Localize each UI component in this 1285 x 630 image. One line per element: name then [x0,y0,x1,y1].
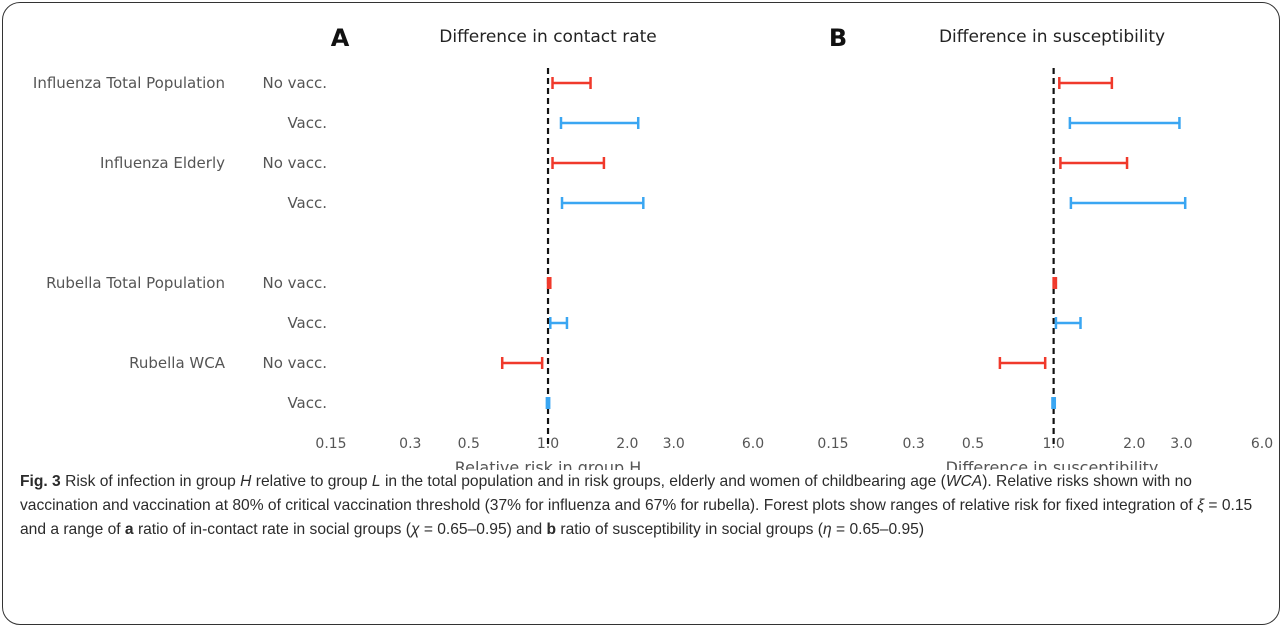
row-condition-label: No vacc. [263,154,328,172]
x-tick-label: 6.0 [742,436,764,452]
row-condition-label: Vacc. [287,194,327,212]
panel-letter: A [331,24,350,52]
caption-text: ). Relative risks shown with no vaccinat… [20,473,1198,514]
forest-plot-figure: Influenza Total Population Influenza Elde… [33,24,1273,470]
row-condition-label: No vacc. [263,274,328,292]
row-condition-label: Vacc. [287,394,327,412]
x-tick-label: 0.15 [817,436,848,452]
panel-letter: B [829,24,847,52]
x-axis-label: Relative risk in group H [455,458,642,470]
panel-title: Difference in susceptibility [939,27,1165,47]
x-tick-label: 0.5 [962,436,984,452]
panel-title: Difference in contact rate [439,27,657,47]
row-condition-label: Vacc. [287,314,327,332]
x-tick-label: 1.0 [1042,436,1064,452]
caption-text: in the total population and in risk grou… [380,473,946,490]
x-tick-label: 6.0 [1251,436,1273,452]
caption-text: = 0.15 and a range of [20,497,1253,538]
caption-fig-label: Fig. 3 [20,473,61,490]
x-tick-label: 0.3 [902,436,924,452]
caption-text: Risk of infection in group [60,473,241,490]
caption-text: = 0.65–0.95) and [419,521,547,538]
row-condition-label: No vacc. [263,354,328,372]
figure-caption: Fig. 3 Risk of infection in group H rela… [20,470,1265,542]
x-tick-label: 2.0 [1123,436,1145,452]
caption-text: ratio of in-contact rate in social group… [133,521,411,538]
caption-text: relative to group [251,473,372,490]
caption-group-l: L [371,473,381,490]
row-group-label: Rubella Total Population [46,274,225,292]
x-tick-label: 2.0 [616,436,638,452]
x-axis-label: Difference in susceptibility [946,458,1159,470]
row-group-label: Influenza Total Population [33,74,225,92]
x-tick-label: 0.3 [399,436,421,452]
x-tick-label: 0.15 [315,436,346,452]
x-tick-label: 1.0 [537,436,559,452]
row-condition-label: Vacc. [287,114,327,132]
caption-text: ratio of susceptibility in social groups… [556,521,823,538]
caption-panel-a: a [124,521,134,538]
caption-chi: χ [410,521,420,538]
caption-wca: WCA [945,473,983,490]
caption-text: = 0.65–0.95) [831,521,925,538]
caption-group-h: H [240,473,252,490]
caption-xi: ξ [1197,497,1205,514]
x-tick-label: 3.0 [1170,436,1192,452]
row-condition-label: No vacc. [263,74,328,92]
row-group-label: Influenza Elderly [100,154,225,172]
x-tick-label: 3.0 [663,436,685,452]
x-tick-label: 0.5 [458,436,480,452]
caption-panel-b: b [546,521,557,538]
caption-eta: η [823,521,832,538]
row-group-label: Rubella WCA [129,354,226,372]
